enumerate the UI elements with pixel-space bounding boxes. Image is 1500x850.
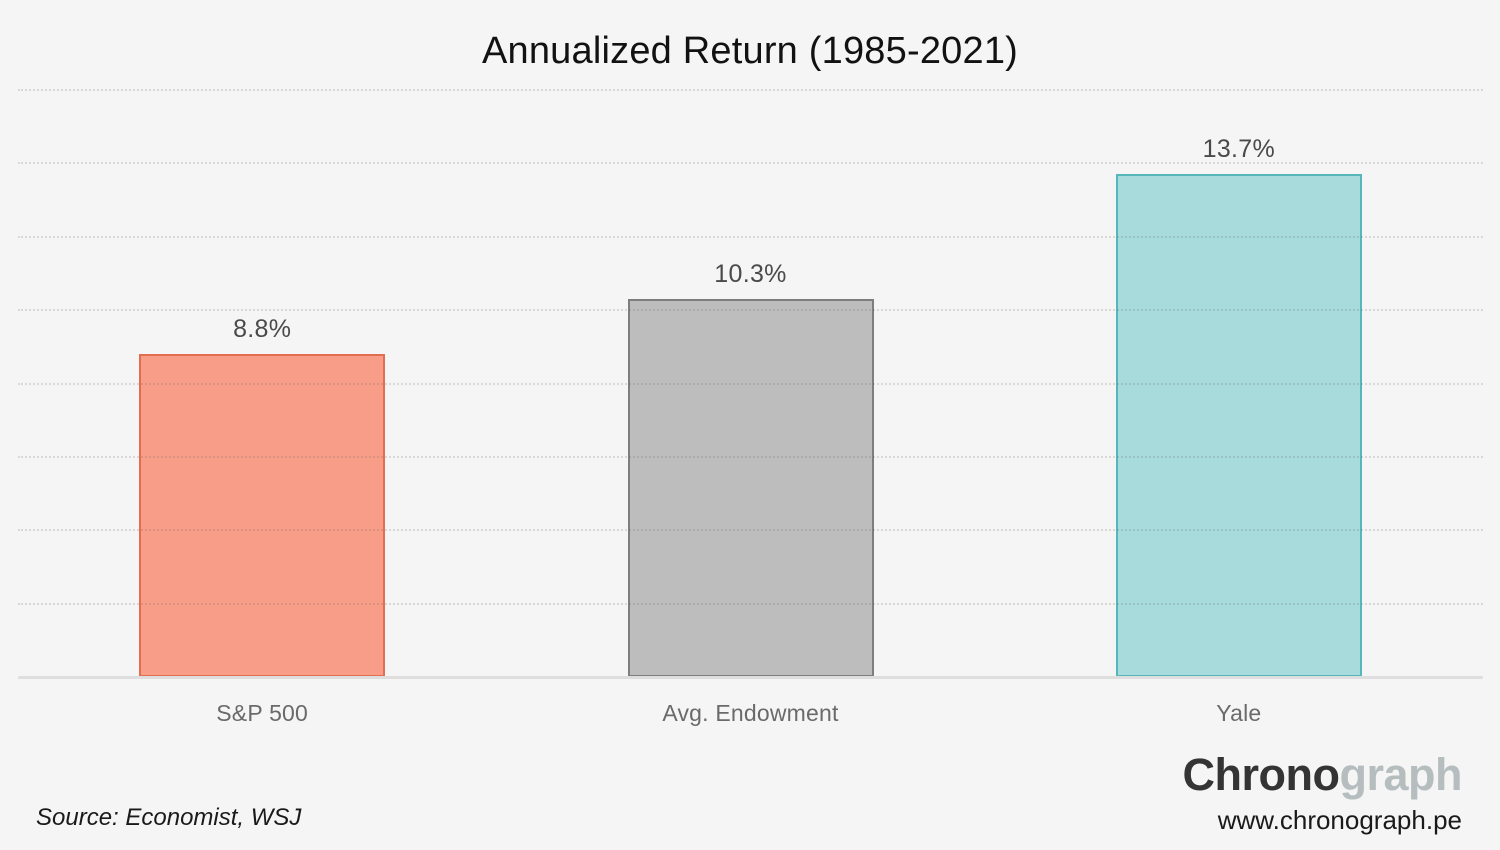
website-url: www.chronograph.pe — [1217, 805, 1462, 835]
x-axis-line — [18, 676, 1483, 679]
category-label-s-p-500: S&P 500 — [216, 700, 309, 726]
value-label-s-p-500: 8.8% — [233, 315, 292, 344]
logo-text-secondary: graph — [1339, 749, 1462, 800]
plot-area: 8.8% 10.3% 13.7% S&P 500 Avg. Endowment Yale — [18, 0, 1483, 850]
gridline-8pct — [18, 382, 1483, 385]
bar-yale[interactable] — [1115, 174, 1362, 677]
bar-s-p-500[interactable] — [139, 354, 386, 677]
source-note: Source: Economist, WSJ — [36, 804, 302, 831]
gridline-2pct — [18, 602, 1483, 605]
gridline-16pct — [18, 89, 1483, 91]
gridline-14pct — [18, 162, 1483, 165]
category-label-avg-endowment: Avg. Endowment — [662, 700, 839, 726]
value-label-avg-endowment: 10.3% — [714, 260, 787, 289]
gridline-4pct — [18, 529, 1483, 532]
chronograph-logo: Chronograph — [1182, 749, 1463, 800]
brand-block: Chronograph www.chronograph.pe — [1182, 749, 1463, 836]
gridline-10pct — [18, 309, 1483, 312]
category-label-yale: Yale — [1216, 700, 1262, 726]
logo-text-primary: Chrono — [1182, 749, 1340, 800]
bar-avg-endowment[interactable] — [627, 299, 874, 677]
gridline-12pct — [18, 235, 1483, 238]
gridline-6pct — [18, 455, 1483, 458]
value-label-yale: 13.7% — [1202, 135, 1276, 164]
chart-title: Annualized Return (1985-2021) — [481, 30, 1019, 72]
